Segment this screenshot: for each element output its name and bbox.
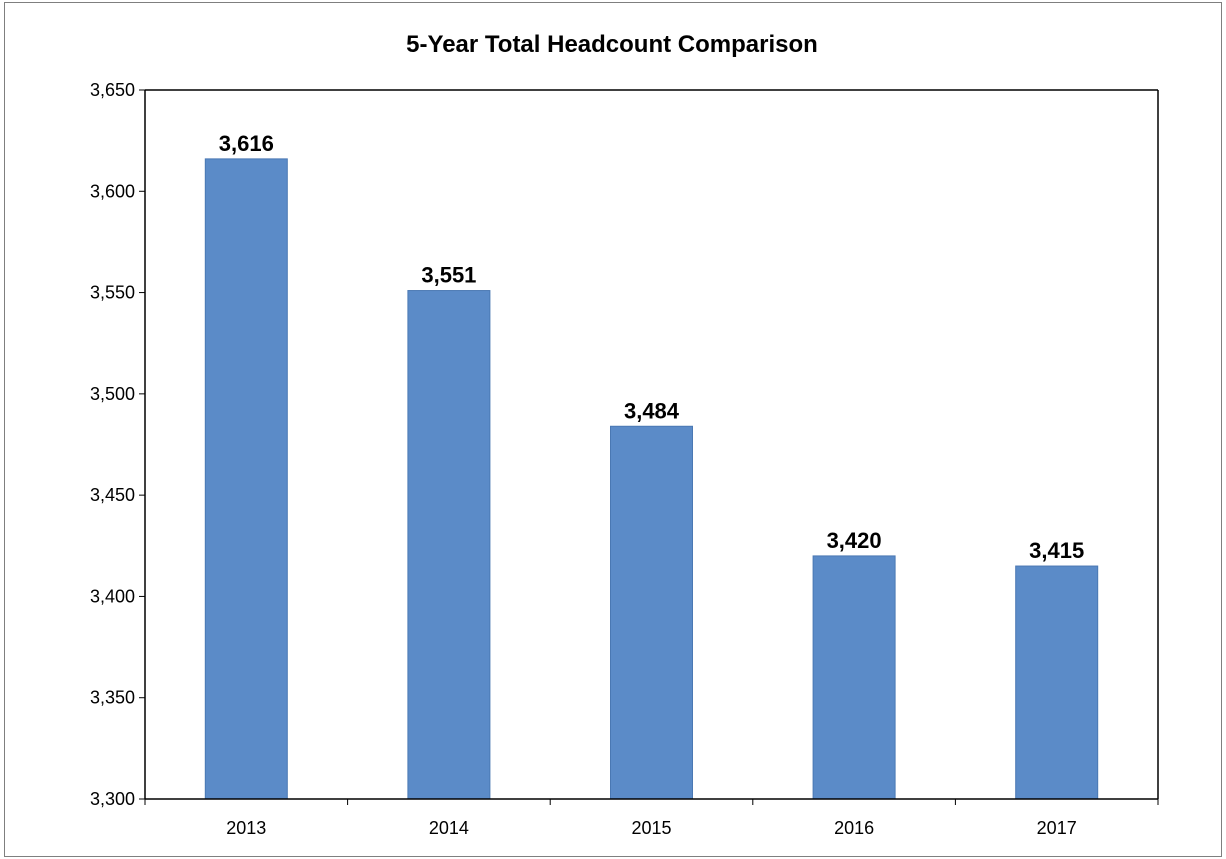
data-label: 3,415 — [1029, 538, 1084, 563]
y-tick-label: 3,650 — [90, 80, 135, 100]
y-tick-label: 3,450 — [90, 485, 135, 505]
bar-2017 — [1015, 565, 1099, 800]
bar-2015 — [610, 425, 693, 800]
chart-title: 5-Year Total Headcount Comparison — [406, 31, 818, 58]
data-label: 3,551 — [421, 263, 476, 288]
data-label: 3,484 — [624, 398, 680, 423]
data-label: 3,420 — [827, 528, 882, 553]
y-tick-label: 3,300 — [90, 789, 135, 809]
x-tick-label: 2013 — [226, 818, 266, 838]
y-tick-label: 3,600 — [90, 181, 135, 201]
plot-area: 3,300 3,350 3,400 3,450 3,500 3,550 3,600 3,650… — [90, 80, 1159, 838]
x-tick-label: 2014 — [429, 818, 469, 838]
y-tick-label: 3,550 — [90, 283, 135, 303]
y-tick-label: 3,400 — [90, 586, 135, 606]
y-tick-label: 3,500 — [90, 384, 135, 404]
bar-2013 — [204, 158, 288, 800]
y-tick-label: 3,350 — [90, 688, 135, 708]
x-tick-label: 2015 — [631, 818, 671, 838]
x-tick-label: 2016 — [834, 818, 874, 838]
data-label: 3,616 — [219, 131, 274, 156]
x-tick-label: 2017 — [1037, 818, 1077, 838]
bar-2014 — [407, 290, 491, 800]
bar-2016 — [812, 555, 896, 800]
